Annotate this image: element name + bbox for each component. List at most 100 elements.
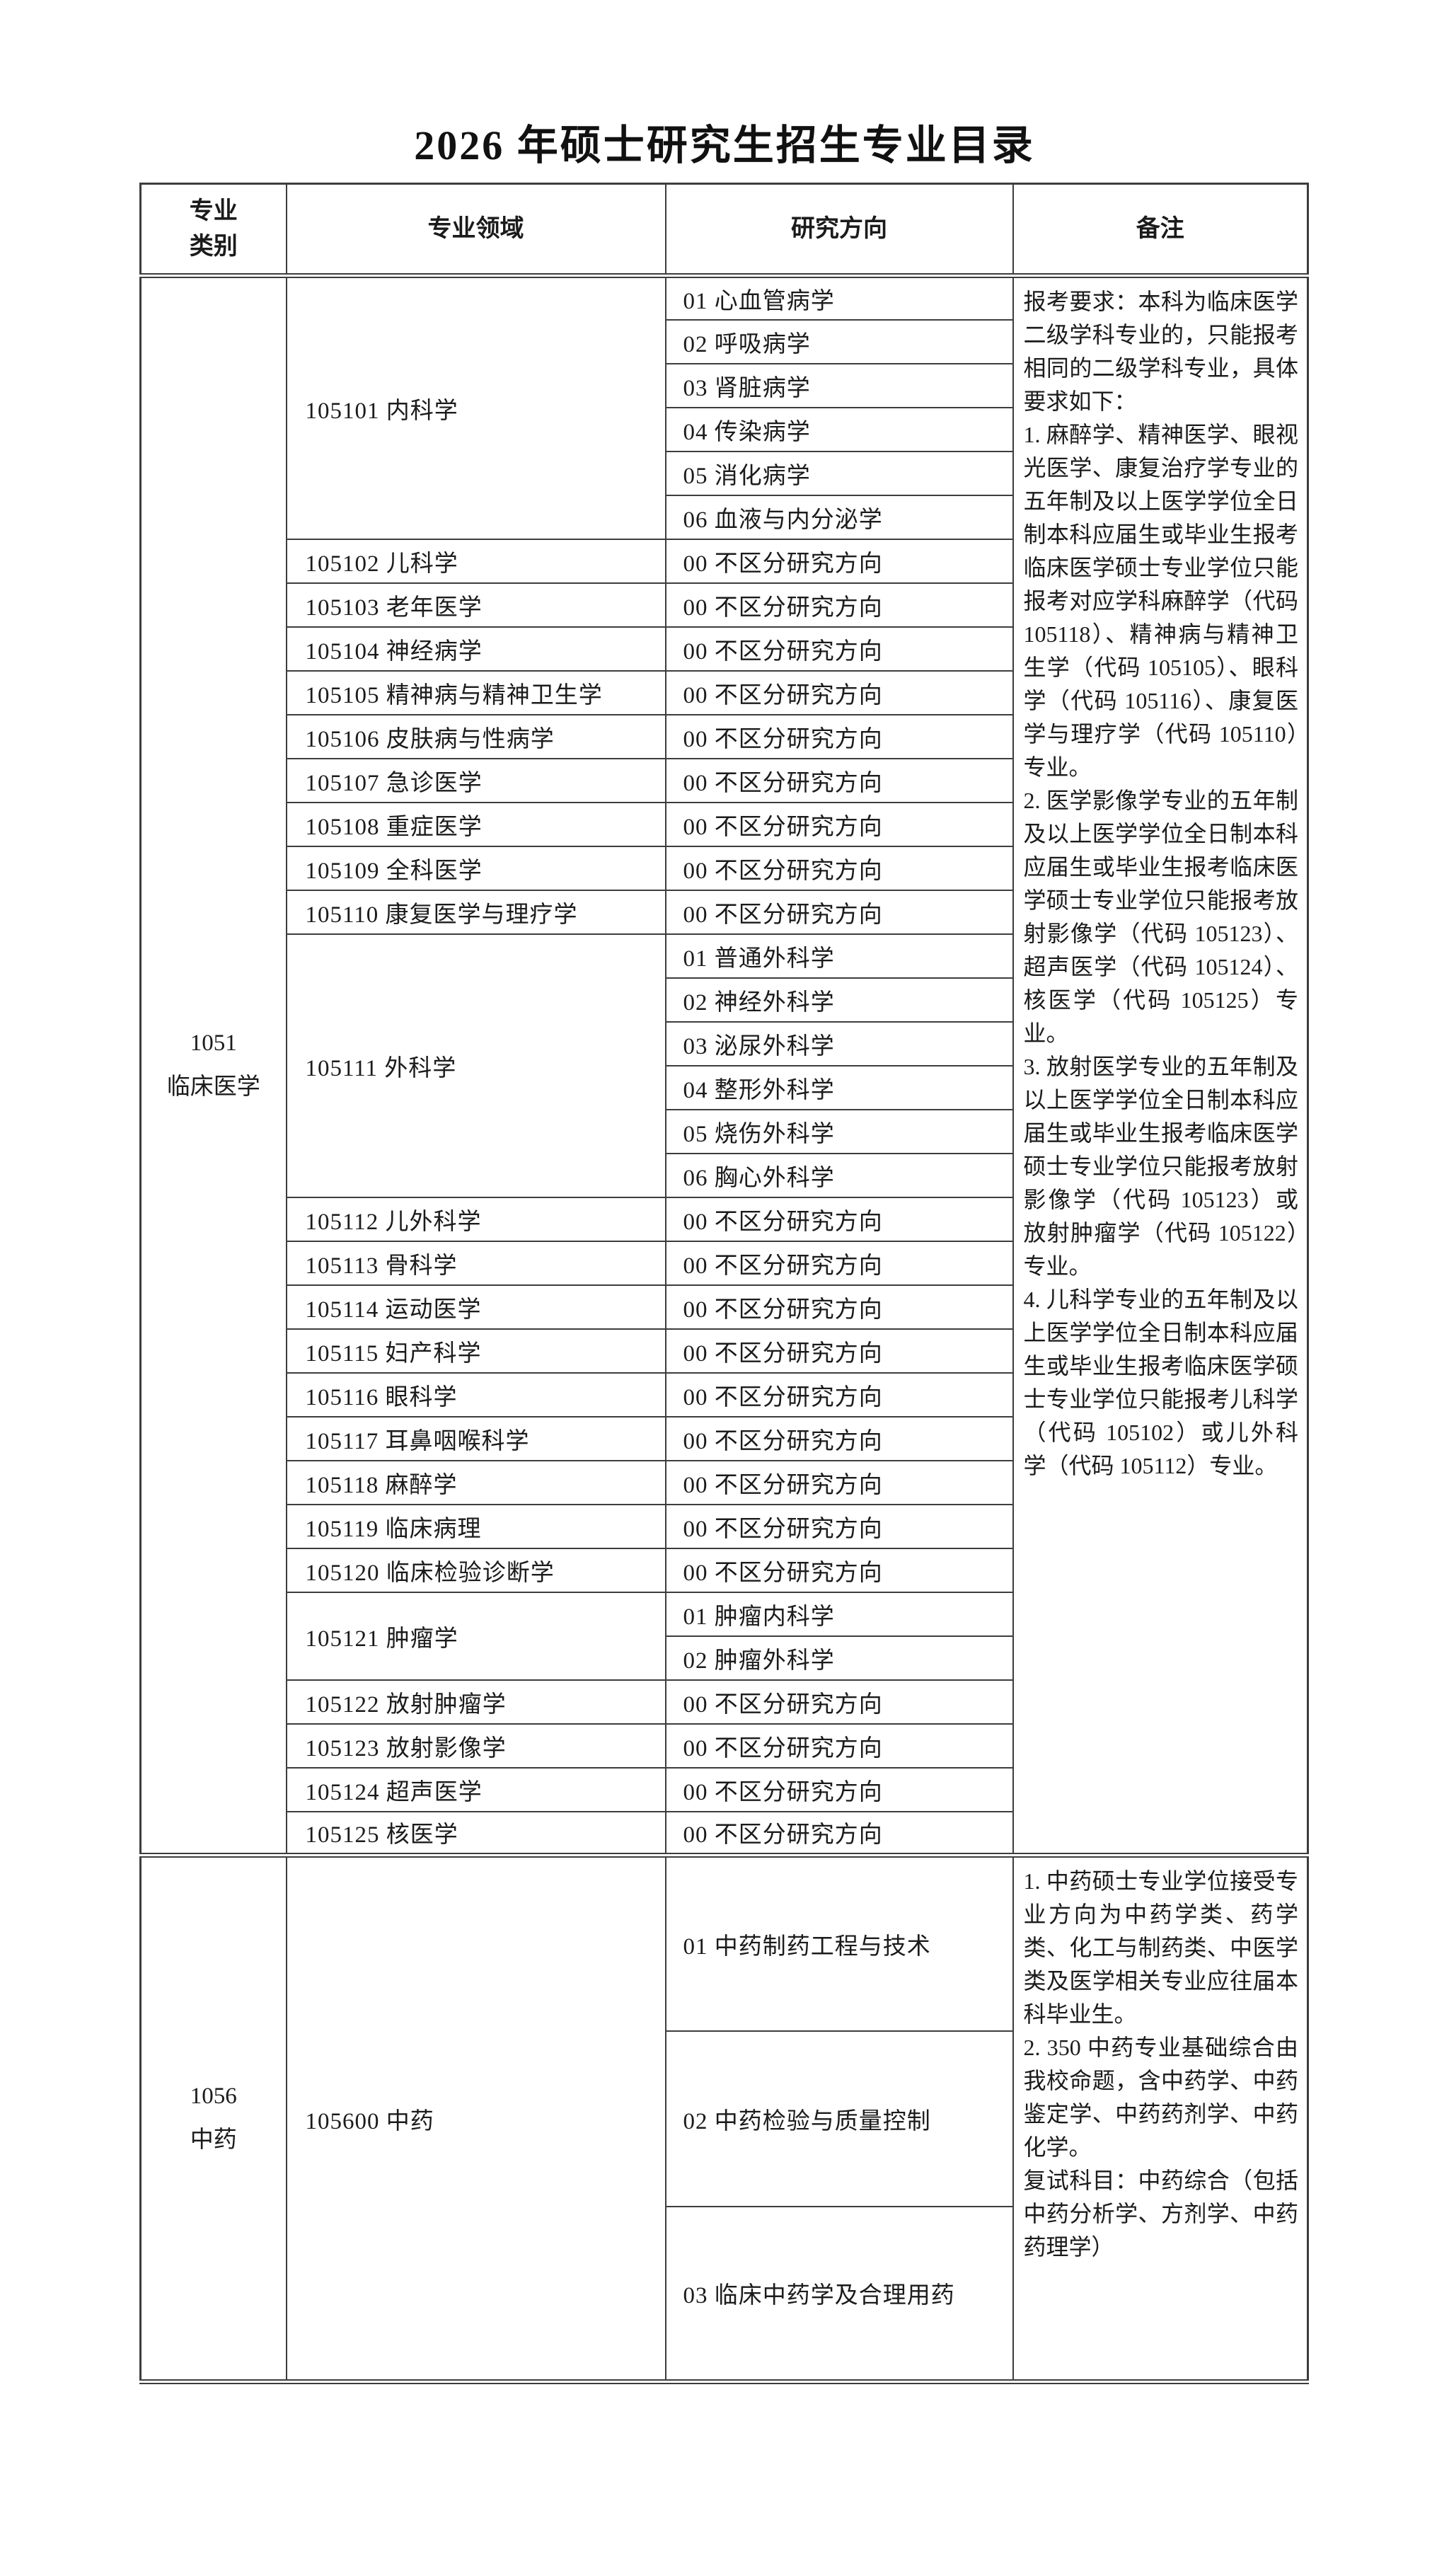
direction-cell: 00 不区分研究方向 xyxy=(664,801,1014,847)
field-cell: 105101 内科学 xyxy=(285,273,666,540)
direction-cell: 00 不区分研究方向 xyxy=(664,1284,1014,1330)
table-row: 105122 放射肿瘤学 00 不区分研究方向 xyxy=(141,1679,1308,1725)
category-cell: 1056 中药 xyxy=(139,1853,287,2383)
field-cell: 105116 眼科学 xyxy=(285,1372,666,1418)
table-row: 105108 重症医学 00 不区分研究方向 xyxy=(141,801,1308,847)
direction-cell: 00 不区分研究方向 xyxy=(664,1547,1014,1593)
table-row: 105118 麻醉学 00 不区分研究方向 xyxy=(141,1459,1308,1505)
field-cell: 105109 全科医学 xyxy=(285,845,666,891)
field-cell: 105106 皮肤病与性病学 xyxy=(285,713,666,759)
direction-cell: 02 肿瘤外科学 xyxy=(664,1635,1014,1681)
direction-cell: 00 不区分研究方向 xyxy=(664,1679,1014,1725)
table-body: 1051 临床医学 105101 内科学 01 心血管病学 报考要求：本科为临床医学二… xyxy=(139,273,1309,2383)
table-row: 105102 儿科学 00 不区分研究方向 xyxy=(141,538,1308,584)
table-row: 105104 神经病学 00 不区分研究方向 xyxy=(141,626,1308,672)
direction-cell: 01 普通外科学 xyxy=(664,933,1014,979)
direction-cell: 03 肾脏病学 xyxy=(664,362,1014,408)
table-row: 105125 核医学 00 不区分研究方向 xyxy=(141,1810,1308,1856)
field-cell: 105119 临床病理 xyxy=(285,1503,666,1549)
field-cell: 105111 外科学 xyxy=(285,933,666,1198)
direction-cell: 00 不区分研究方向 xyxy=(664,713,1014,759)
direction-cell: 06 胸心外科学 xyxy=(664,1152,1014,1198)
remark-cell: 1. 中药硕士专业学位接受专业方向为中药学类、药学类、化工与制药类、中医学类及医… xyxy=(1012,1853,1309,2383)
table-row: 105116 眼科学 00 不区分研究方向 xyxy=(141,1372,1308,1418)
field-cell: 105103 老年医学 xyxy=(285,582,666,628)
table-row: 1051 临床医学 105101 内科学 01 心血管病学 报考要求：本科为临床医学二… xyxy=(139,273,1309,1856)
table-row: 105112 儿外科学 00 不区分研究方向 xyxy=(141,1196,1308,1242)
direction-cell: 00 不区分研究方向 xyxy=(664,845,1014,891)
field-cell: 105110 康复医学与理疗学 xyxy=(285,889,666,935)
table-row: 105105 精神病与精神卫生学 00 不区分研究方向 xyxy=(141,669,1308,715)
direction-cell: 00 不区分研究方向 xyxy=(664,889,1014,935)
header-field: 专业领域 xyxy=(285,183,666,278)
table-row: 02 肿瘤外科学 xyxy=(141,1635,1308,1681)
table-row: 04 整形外科学 xyxy=(141,1064,1308,1110)
table-row: 105107 急诊医学 00 不区分研究方向 xyxy=(141,757,1308,803)
field-cell: 105112 儿外科学 xyxy=(285,1196,666,1242)
category-cell: 1051 临床医学 xyxy=(139,273,287,1856)
page-title: 2026 年硕士研究生招生专业目录 xyxy=(414,122,1035,168)
table-row: 04 传染病学 xyxy=(141,406,1308,452)
direction-cell: 00 不区分研究方向 xyxy=(664,1328,1014,1374)
admission-catalog-table: 专业 类别 专业领域 研究方向 备注 1051 临床医学 105101 内科学 01… xyxy=(139,183,1309,2384)
direction-cell: 04 传染病学 xyxy=(664,406,1014,452)
table-row: 1056 中药 105600 中药 01 中药制药工程与技术 1. 中药硕士专业学位接… xyxy=(139,1853,1309,2383)
direction-cell: 00 不区分研究方向 xyxy=(664,669,1014,715)
direction-cell: 05 烧伤外科学 xyxy=(664,1108,1014,1154)
header-category: 专业 类别 xyxy=(139,183,287,278)
table-row: 05 烧伤外科学 xyxy=(141,1108,1308,1154)
field-cell: 105102 儿科学 xyxy=(285,538,666,584)
table-row: 03 泌尿外科学 xyxy=(141,1020,1308,1066)
table-row: 105110 康复医学与理疗学 00 不区分研究方向 xyxy=(141,889,1308,935)
field-cell: 105117 耳鼻咽喉科学 xyxy=(285,1415,666,1461)
field-cell: 105113 骨科学 xyxy=(285,1240,666,1286)
table-row: 105117 耳鼻咽喉科学 00 不区分研究方向 xyxy=(141,1415,1308,1461)
field-cell: 105122 放射肿瘤学 xyxy=(285,1679,666,1725)
direction-cell: 00 不区分研究方向 xyxy=(664,582,1014,628)
direction-cell: 02 呼吸病学 xyxy=(664,318,1014,364)
direction-cell: 00 不区分研究方向 xyxy=(664,538,1014,584)
table-row: 105124 超声医学 00 不区分研究方向 xyxy=(141,1766,1308,1812)
table-row: 105121 肿瘤学 01 肿瘤内科学 xyxy=(141,1591,1308,1681)
direction-cell: 00 不区分研究方向 xyxy=(664,1810,1014,1856)
direction-cell: 01 中药制药工程与技术 xyxy=(664,1853,1014,2032)
field-cell: 105115 妇产科学 xyxy=(285,1328,666,1374)
field-cell: 105118 麻醉学 xyxy=(285,1459,666,1505)
field-cell: 105104 神经病学 xyxy=(285,626,666,672)
direction-cell: 05 消化病学 xyxy=(664,450,1014,496)
direction-cell: 00 不区分研究方向 xyxy=(664,757,1014,803)
field-cell: 105108 重症医学 xyxy=(285,801,666,847)
header-direction: 研究方向 xyxy=(664,183,1014,278)
table-row: 105120 临床检验诊断学 00 不区分研究方向 xyxy=(141,1547,1308,1593)
direction-cell: 00 不区分研究方向 xyxy=(664,1766,1014,1812)
direction-cell: 01 心血管病学 xyxy=(664,273,1014,321)
direction-cell: 03 临床中药学及合理用药 xyxy=(664,2205,1014,2383)
table-row: 05 消化病学 xyxy=(141,450,1308,496)
field-cell: 105125 核医学 xyxy=(285,1810,666,1856)
direction-cell: 04 整形外科学 xyxy=(664,1064,1014,1110)
table-row: 105113 骨科学 00 不区分研究方向 xyxy=(141,1240,1308,1286)
field-cell: 105123 放射影像学 xyxy=(285,1723,666,1769)
table-row: 105123 放射影像学 00 不区分研究方向 xyxy=(141,1723,1308,1769)
header-row: 专业 类别 专业领域 研究方向 备注 xyxy=(139,183,1309,278)
direction-cell: 00 不区分研究方向 xyxy=(664,1723,1014,1769)
field-cell: 105120 临床检验诊断学 xyxy=(285,1547,666,1593)
table-row: 02 呼吸病学 xyxy=(141,318,1308,364)
field-cell: 105105 精神病与精神卫生学 xyxy=(285,669,666,715)
table-row: 105119 临床病理 00 不区分研究方向 xyxy=(141,1503,1308,1549)
field-cell: 105114 运动医学 xyxy=(285,1284,666,1330)
table-row: 105103 老年医学 00 不区分研究方向 xyxy=(141,582,1308,628)
direction-cell: 02 中药检验与质量控制 xyxy=(664,2030,1014,2207)
header-remark: 备注 xyxy=(1012,183,1309,278)
direction-cell: 00 不区分研究方向 xyxy=(664,1503,1014,1549)
table-row: 03 临床中药学及合理用药 xyxy=(141,2205,1308,2383)
remark-cell: 报考要求：本科为临床医学二级学科专业的，只能报考相同的二级学科专业，具体要求如下… xyxy=(1012,273,1309,1856)
direction-cell: 00 不区分研究方向 xyxy=(664,1196,1014,1242)
field-cell: 105107 急诊医学 xyxy=(285,757,666,803)
direction-cell: 00 不区分研究方向 xyxy=(664,1415,1014,1461)
field-cell: 105124 超声医学 xyxy=(285,1766,666,1812)
direction-cell: 03 泌尿外科学 xyxy=(664,1020,1014,1066)
direction-cell: 02 神经外科学 xyxy=(664,977,1014,1023)
table-row: 105111 外科学 01 普通外科学 xyxy=(141,933,1308,1198)
